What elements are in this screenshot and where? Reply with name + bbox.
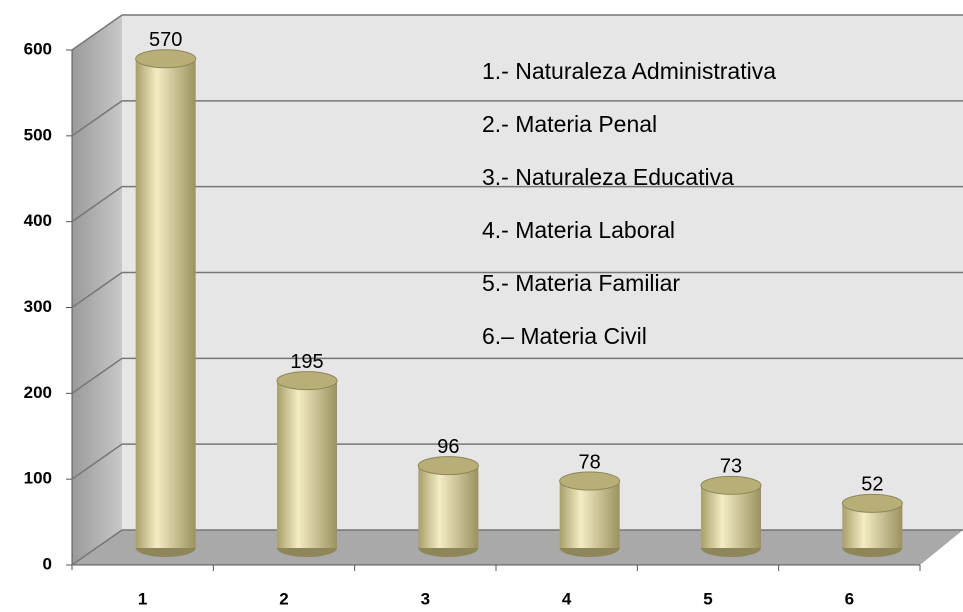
grid-line-side bbox=[71, 271, 123, 309]
x-tick-label: 6 bbox=[845, 589, 854, 608]
y-tick-label: 500 bbox=[24, 125, 52, 144]
x-tick-label: 1 bbox=[138, 589, 147, 608]
bar bbox=[135, 58, 196, 548]
bar bbox=[559, 481, 620, 548]
y-tick-label: 100 bbox=[24, 469, 52, 488]
y-tick-label: 0 bbox=[43, 554, 52, 573]
value-label: 195 bbox=[290, 351, 323, 373]
value-label: 52 bbox=[861, 474, 883, 496]
grid-line-side bbox=[71, 443, 123, 480]
x-tick-label: 4 bbox=[562, 589, 572, 608]
bar-top bbox=[700, 475, 762, 495]
grid-line-side bbox=[71, 14, 123, 51]
floor bbox=[72, 530, 963, 565]
x-tick-label: 2 bbox=[279, 589, 288, 608]
annotation: 3.- Naturaleza Educativa bbox=[482, 164, 734, 190]
grid-line-side bbox=[71, 186, 123, 223]
bar bbox=[277, 380, 337, 548]
y-tick-label: 200 bbox=[24, 383, 52, 402]
bar-top bbox=[841, 493, 903, 513]
value-label: 570 bbox=[149, 29, 182, 51]
grid-line-side bbox=[71, 100, 123, 137]
grid-line-side bbox=[71, 529, 123, 566]
bar bbox=[418, 465, 479, 548]
bar-top bbox=[417, 456, 479, 476]
bar-top bbox=[276, 371, 338, 391]
annotation: 6.– Materia Civil bbox=[482, 323, 647, 349]
annotation: 1.- Naturaleza Administrativa bbox=[482, 58, 776, 84]
x-tick-label: 3 bbox=[421, 589, 430, 608]
annotation: 4.- Materia Laboral bbox=[482, 217, 675, 243]
value-label: 73 bbox=[720, 456, 742, 478]
y-tick-label: 600 bbox=[24, 39, 52, 58]
y-tick-label: 300 bbox=[24, 297, 52, 316]
y-tick-label: 400 bbox=[24, 211, 52, 230]
annotation: 5.- Materia Familiar bbox=[482, 270, 680, 296]
value-label: 96 bbox=[437, 436, 459, 458]
annotation: 2.- Materia Penal bbox=[482, 111, 657, 137]
bar-top bbox=[559, 471, 621, 491]
x-tick-label: 5 bbox=[703, 589, 712, 608]
bar-top bbox=[135, 49, 197, 69]
value-label: 78 bbox=[579, 451, 601, 473]
grid-line-side bbox=[71, 357, 123, 394]
bar bbox=[701, 485, 761, 548]
